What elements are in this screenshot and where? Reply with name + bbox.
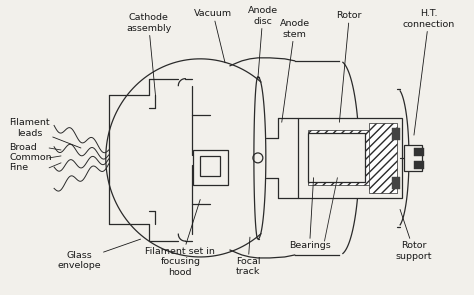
Circle shape <box>358 132 364 138</box>
Bar <box>404 145 422 171</box>
Bar <box>414 148 424 156</box>
Text: Rotor: Rotor <box>337 11 362 122</box>
Circle shape <box>253 153 263 163</box>
Text: Fine: Fine <box>9 163 28 172</box>
Text: Vacuum: Vacuum <box>194 9 232 63</box>
Bar <box>369 123 397 193</box>
Text: Anode
stem: Anode stem <box>280 19 310 122</box>
Text: Cathode
assembly: Cathode assembly <box>126 13 171 96</box>
Bar <box>193 150 228 185</box>
Text: Filament set in
focusing
hood: Filament set in focusing hood <box>146 199 215 277</box>
Bar <box>308 130 392 185</box>
Text: Filament
leads: Filament leads <box>9 118 81 148</box>
Text: Broad: Broad <box>9 143 37 153</box>
Text: H.T.
connection: H.T. connection <box>403 9 455 135</box>
Circle shape <box>358 175 364 181</box>
Text: Focal
track: Focal track <box>236 237 260 276</box>
Bar <box>308 133 365 182</box>
Text: Bearings: Bearings <box>289 178 330 250</box>
Text: Glass
envelope: Glass envelope <box>57 239 141 271</box>
Text: Anode
disc: Anode disc <box>248 6 278 79</box>
Bar <box>298 118 402 198</box>
Text: Rotor
support: Rotor support <box>396 209 432 260</box>
Bar <box>200 156 220 176</box>
Text: Common: Common <box>9 153 52 163</box>
Circle shape <box>310 132 317 138</box>
Bar <box>392 177 400 189</box>
Bar <box>392 128 400 140</box>
Bar <box>414 161 424 169</box>
Circle shape <box>310 175 317 181</box>
